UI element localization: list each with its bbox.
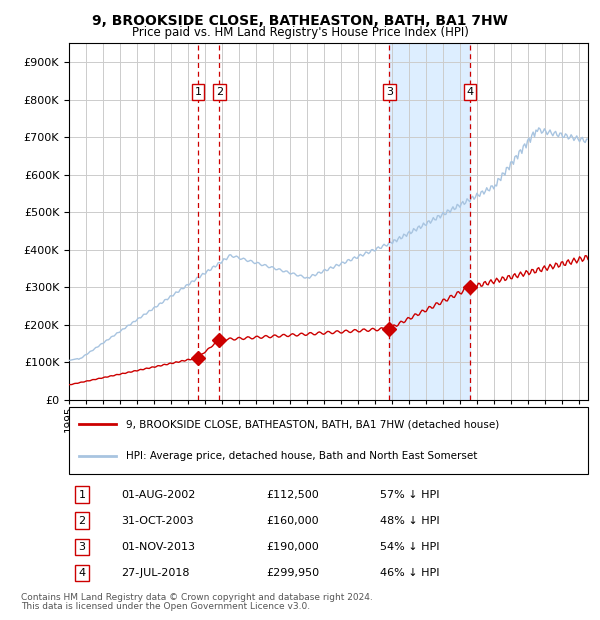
Text: 57% ↓ HPI: 57% ↓ HPI <box>380 490 440 500</box>
Text: £299,950: £299,950 <box>266 568 319 578</box>
Text: This data is licensed under the Open Government Licence v3.0.: This data is licensed under the Open Gov… <box>21 602 310 611</box>
Text: 9, BROOKSIDE CLOSE, BATHEASTON, BATH, BA1 7HW (detached house): 9, BROOKSIDE CLOSE, BATHEASTON, BATH, BA… <box>126 419 499 429</box>
Text: 3: 3 <box>386 87 393 97</box>
Text: 01-NOV-2013: 01-NOV-2013 <box>121 542 195 552</box>
Text: 2: 2 <box>216 87 223 97</box>
Text: £160,000: £160,000 <box>266 516 319 526</box>
Text: 4: 4 <box>79 568 86 578</box>
Text: 27-JUL-2018: 27-JUL-2018 <box>121 568 190 578</box>
Text: 3: 3 <box>79 542 85 552</box>
Text: 9, BROOKSIDE CLOSE, BATHEASTON, BATH, BA1 7HW: 9, BROOKSIDE CLOSE, BATHEASTON, BATH, BA… <box>92 14 508 28</box>
Text: 4: 4 <box>467 87 473 97</box>
Text: 46% ↓ HPI: 46% ↓ HPI <box>380 568 440 578</box>
Bar <box>389 43 470 400</box>
Text: Contains HM Land Registry data © Crown copyright and database right 2024.: Contains HM Land Registry data © Crown c… <box>21 593 373 601</box>
Text: Price paid vs. HM Land Registry's House Price Index (HPI): Price paid vs. HM Land Registry's House … <box>131 26 469 39</box>
Text: 1: 1 <box>194 87 202 97</box>
Text: £190,000: £190,000 <box>266 542 319 552</box>
Text: 2: 2 <box>79 516 86 526</box>
Text: 48% ↓ HPI: 48% ↓ HPI <box>380 516 440 526</box>
Text: 31-OCT-2003: 31-OCT-2003 <box>121 516 194 526</box>
Text: 01-AUG-2002: 01-AUG-2002 <box>121 490 195 500</box>
Text: £112,500: £112,500 <box>266 490 319 500</box>
Text: 54% ↓ HPI: 54% ↓ HPI <box>380 542 440 552</box>
Text: HPI: Average price, detached house, Bath and North East Somerset: HPI: Average price, detached house, Bath… <box>126 451 478 461</box>
FancyBboxPatch shape <box>69 407 588 474</box>
Text: 1: 1 <box>79 490 85 500</box>
